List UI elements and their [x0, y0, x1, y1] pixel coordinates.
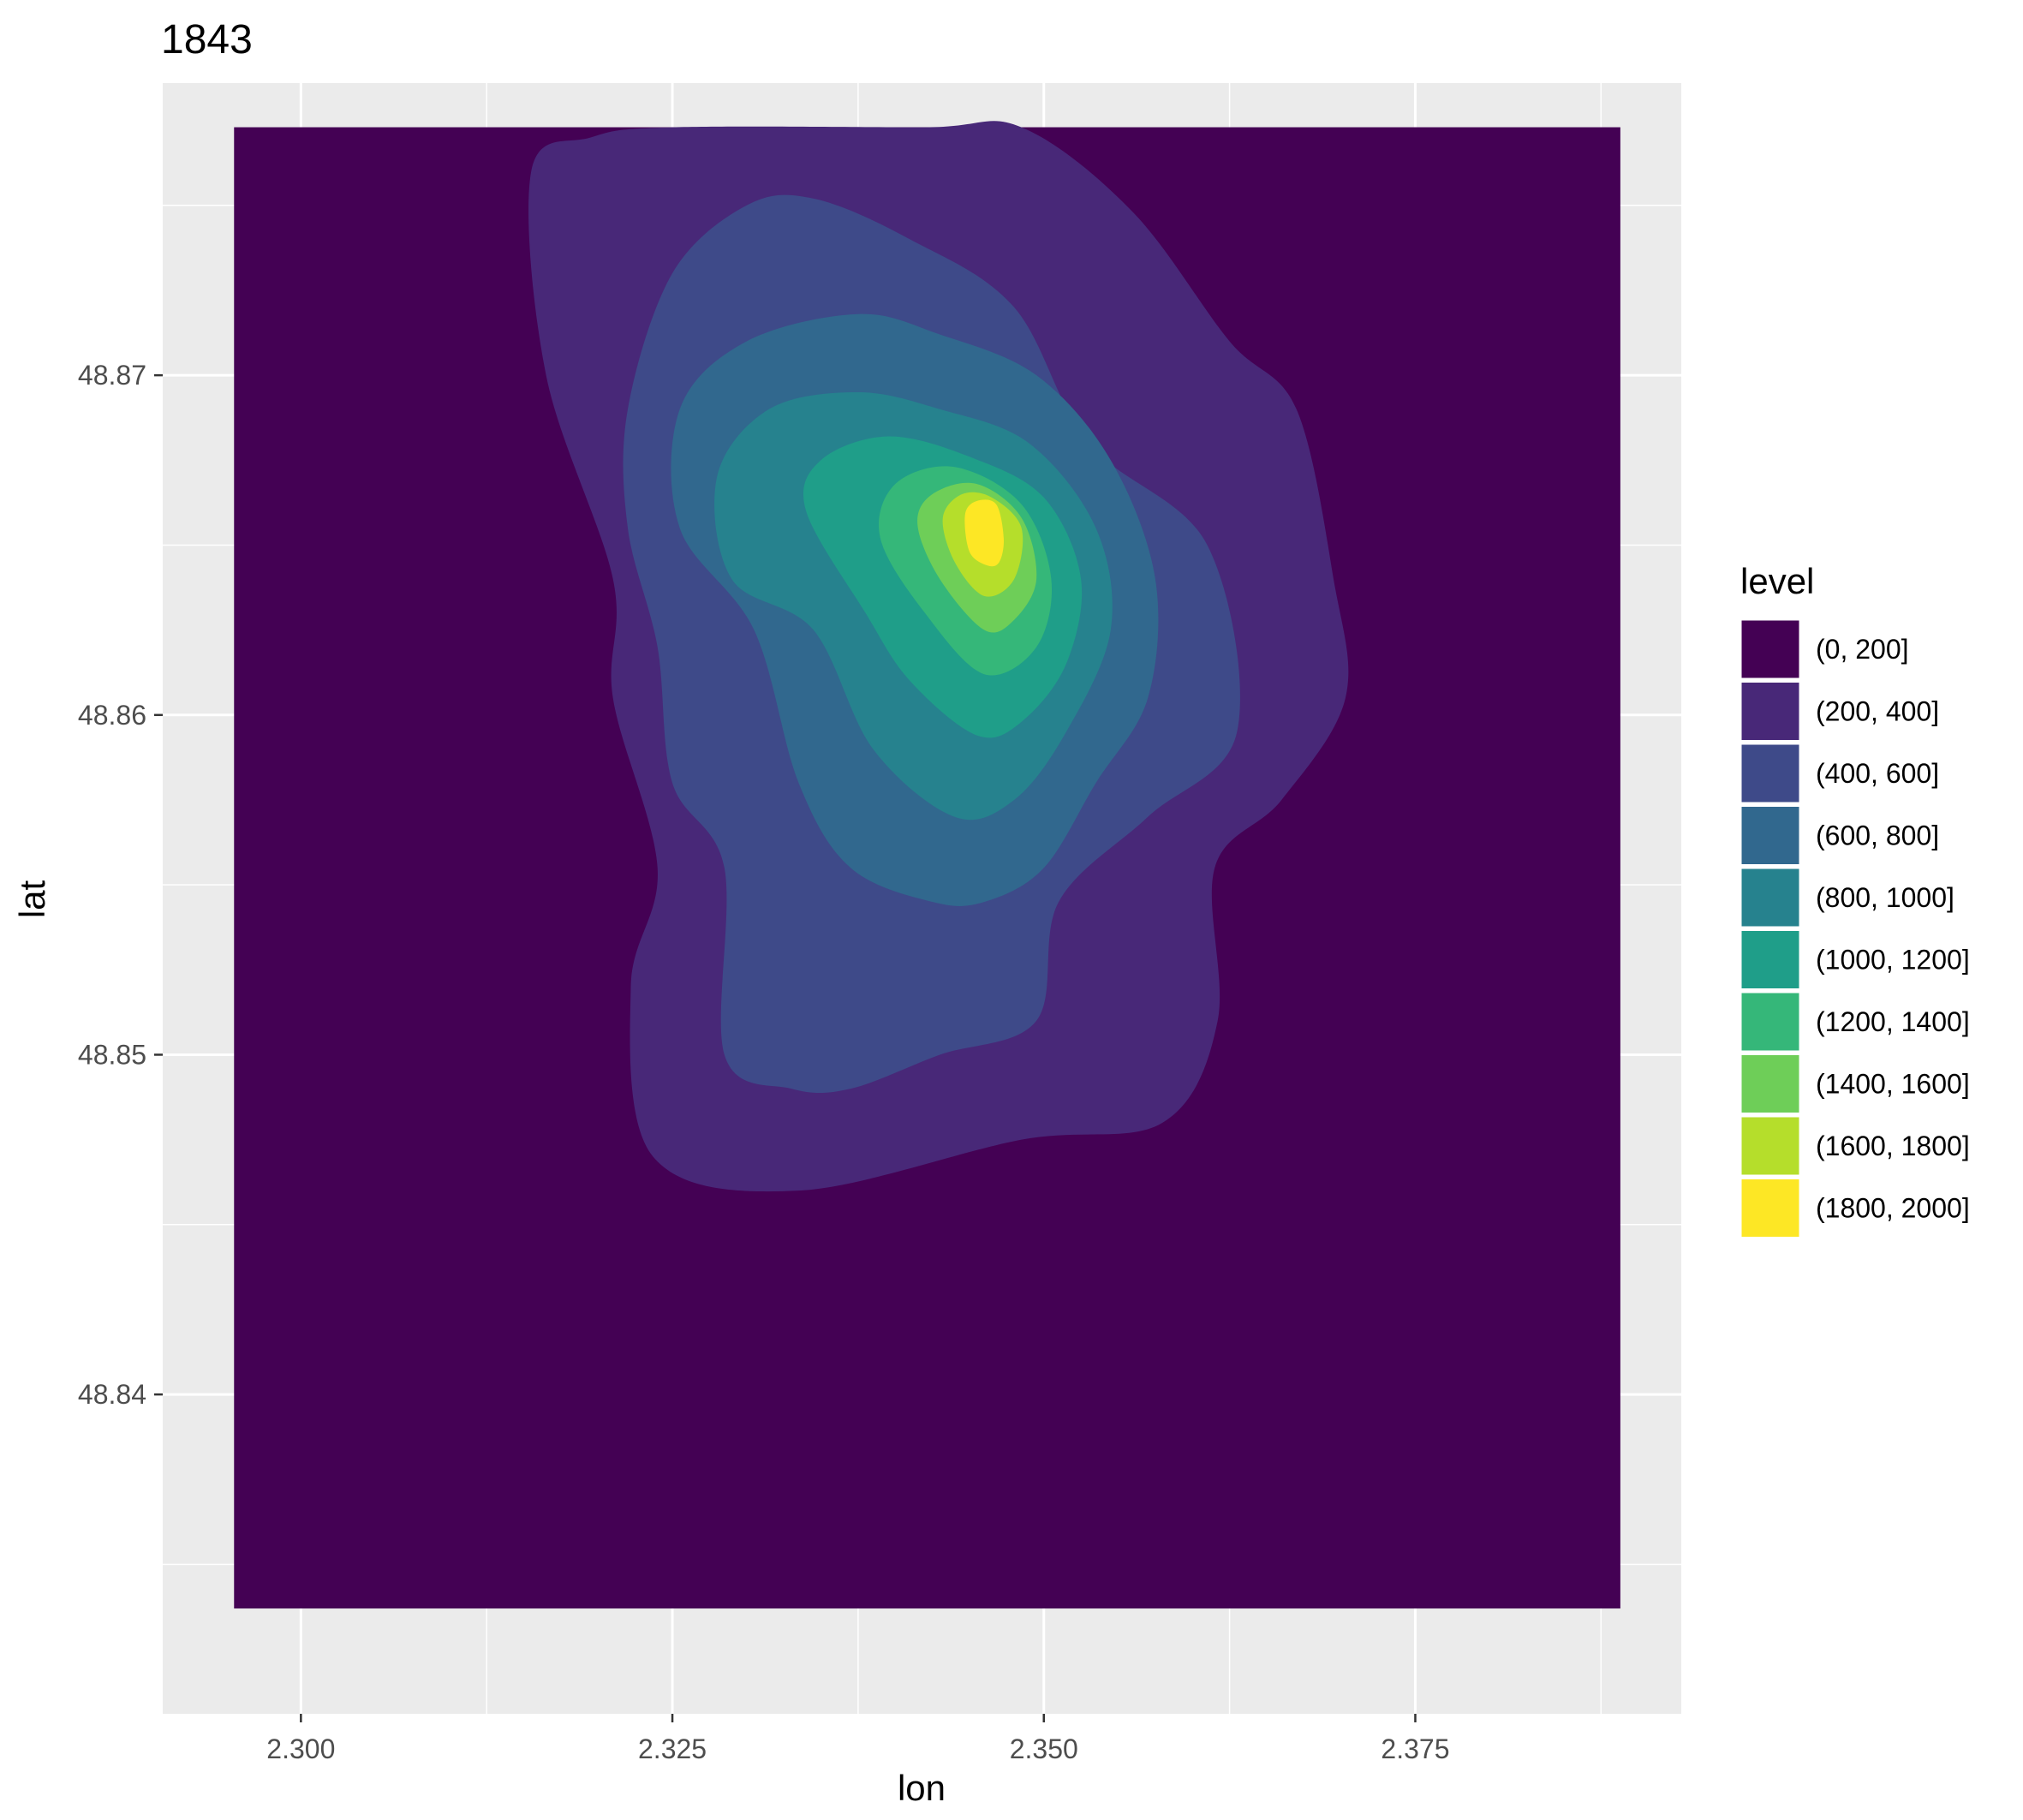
x-tick-label: 2.300 — [266, 1733, 335, 1764]
legend-key — [1739, 928, 1802, 991]
legend-key — [1739, 1114, 1802, 1178]
legend-label: (600, 800] — [1816, 820, 1939, 851]
y-tick-label: 48.85 — [78, 1039, 146, 1070]
density-band-9 — [964, 499, 1004, 567]
legend-key — [1739, 680, 1802, 743]
legend-label: (800, 1000] — [1816, 882, 1954, 913]
legend-label: (1200, 1400] — [1816, 1006, 1970, 1037]
legend-key — [1739, 1053, 1802, 1115]
legend-key — [1739, 990, 1802, 1053]
x-tick-label: 2.350 — [1010, 1733, 1078, 1764]
legend-label: (1000, 1200] — [1816, 945, 1970, 976]
y-axis: 48.84 48.85 48.86 48.87 — [78, 360, 163, 1410]
x-tick-label: 2.375 — [1381, 1733, 1449, 1764]
legend-label: (400, 600] — [1816, 758, 1939, 789]
y-tick-label: 48.87 — [78, 360, 146, 391]
legend-label: (1800, 2000] — [1816, 1193, 1970, 1224]
legend-key — [1739, 866, 1802, 929]
y-axis-title: lat — [12, 880, 52, 918]
chart-title: 1843 — [161, 17, 253, 63]
density-contours — [234, 121, 1620, 1609]
legend-key — [1739, 742, 1802, 805]
x-axis-title: lon — [898, 1768, 946, 1808]
legend-key — [1739, 618, 1802, 681]
legend-label: (1400, 1600] — [1816, 1069, 1970, 1100]
legend-key — [1739, 1177, 1802, 1239]
legend-label: (0, 200] — [1816, 634, 1909, 665]
x-axis: 2.300 2.325 2.350 2.375 — [266, 1714, 1450, 1764]
legend-title: level — [1740, 561, 1814, 601]
legend-key — [1739, 804, 1802, 867]
x-tick-label: 2.325 — [638, 1733, 707, 1764]
legend-label: (1600, 1800] — [1816, 1131, 1970, 1161]
legend-label: (200, 400] — [1816, 696, 1939, 727]
y-tick-label: 48.84 — [78, 1379, 146, 1410]
y-tick-label: 48.86 — [78, 700, 146, 731]
legend: level (0, 200] (200, 400] (400, 600] (600, … — [1739, 561, 1970, 1239]
